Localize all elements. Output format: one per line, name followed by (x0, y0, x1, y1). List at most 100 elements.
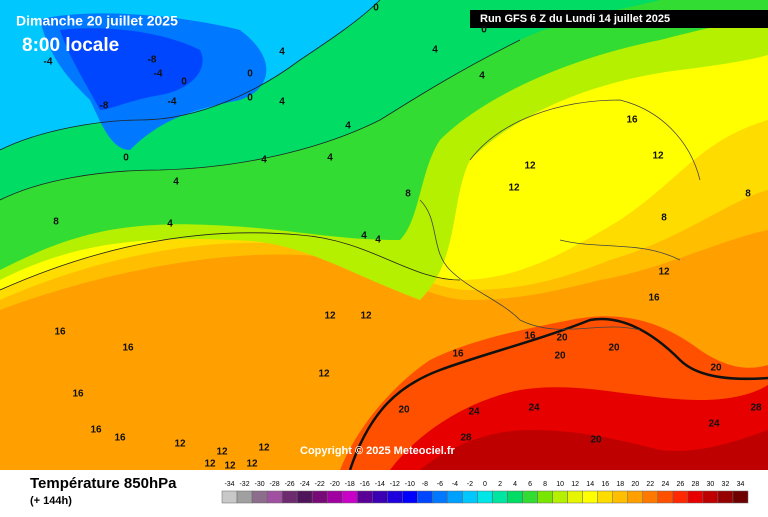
contour-label: 8 (661, 213, 667, 224)
contour-label: 20 (710, 363, 722, 374)
legend-label: 22 (646, 481, 654, 488)
contour-20 (348, 317, 768, 471)
contour-label: 12 (318, 369, 330, 380)
legend-label: 10 (556, 481, 564, 488)
contour-label: 12 (658, 267, 670, 278)
legend-swatch (432, 490, 448, 504)
legend-label: -12 (390, 481, 400, 488)
contour-label: 16 (114, 433, 126, 444)
legend-label: 26 (676, 481, 684, 488)
legend-swatch (537, 490, 553, 504)
date-text: Dimanche 20 juillet 2025 (16, 13, 178, 29)
legend: -34 -32 -30 -28 -26 -24 -22 -20 -18 -16 -14 -12 -10-… (221, 481, 749, 504)
legend-swatch (251, 490, 268, 504)
contour-label: 12 (508, 183, 520, 194)
contour-label: 0 (481, 25, 487, 36)
legend-label: -10 (405, 481, 415, 488)
contour-label: -4 (154, 69, 163, 80)
contour-label: 0 (181, 77, 187, 88)
legend-swatch (447, 490, 463, 504)
greenland-core (60, 28, 203, 110)
legend-swatch (402, 490, 418, 504)
legend-label: -26 (285, 481, 295, 488)
contour-label: 4 (375, 235, 381, 246)
legend-label: -8 (422, 481, 428, 488)
contour-label: 12 (216, 447, 228, 458)
legend-label: 34 (737, 481, 745, 488)
contour-label: 4 (173, 177, 179, 188)
contour-label: 16 (122, 343, 134, 354)
contour-label: 16 (54, 327, 66, 338)
legend-swatch (657, 490, 674, 504)
legend-swatch (627, 490, 644, 504)
contour-label: 20 (556, 333, 568, 344)
legend-swatch (281, 490, 298, 504)
contour-label: 28 (460, 433, 472, 444)
contour-label: -8 (100, 101, 109, 112)
contour-label: 4 (279, 97, 285, 108)
contour-label: 16 (524, 331, 536, 342)
legend-swatch (507, 490, 523, 504)
run-text: Run GFS 6 Z du Lundi 14 juillet 2025 (480, 13, 670, 25)
legend-label: 0 (483, 481, 487, 488)
legend-swatch (522, 490, 538, 504)
legend-label: 6 (528, 481, 532, 488)
contour-label: 12 (224, 461, 236, 472)
legend-label: -32 (239, 481, 249, 488)
legend-label: -16 (360, 481, 370, 488)
legend-label: -14 (375, 481, 385, 488)
legend-swatch (612, 490, 629, 504)
legend-label: -28 (270, 481, 280, 488)
legend-swatch (552, 490, 568, 504)
legend-swatch (236, 490, 253, 504)
legend-swatch (296, 490, 313, 504)
legend-label: 24 (661, 481, 669, 488)
footer-lead: (+ 144h) (30, 495, 72, 507)
contour-label: -4 (44, 57, 53, 68)
contour-0 (0, 0, 381, 151)
legend-swatch (357, 490, 373, 504)
contour-label: 16 (452, 349, 464, 360)
contour-label: 24 (468, 407, 480, 418)
legend-label: 18 (616, 481, 624, 488)
contour-4 (0, 39, 521, 201)
contour-label: 8 (53, 217, 59, 228)
contour-label: 28 (750, 403, 762, 414)
legend-swatch (221, 490, 238, 504)
coastlines (419, 99, 701, 331)
legend-label: -4 (452, 481, 458, 488)
contour-label: 16 (626, 115, 638, 126)
legend-swatch (582, 490, 598, 504)
legend-label: -34 (224, 481, 234, 488)
legend-label: 4 (513, 481, 517, 488)
contour-label: 4 (167, 219, 173, 230)
contour-label: 12 (174, 439, 186, 450)
legend-swatch (642, 490, 659, 504)
contour-label: 0 (247, 69, 253, 80)
legend-label: 14 (586, 481, 594, 488)
legend-label: 32 (722, 481, 730, 488)
contour-label: 4 (345, 121, 351, 132)
contour-label: 20 (590, 435, 602, 446)
legend-label: 30 (707, 481, 715, 488)
contour-label: 12 (258, 443, 270, 454)
contour-label: 4 (327, 153, 333, 164)
contour-label: 12 (204, 459, 216, 470)
legend-swatch (311, 490, 328, 504)
contour-label: 16 (648, 293, 660, 304)
legend-swatch (597, 490, 613, 504)
legend-label: 16 (601, 481, 609, 488)
legend-swatch (732, 490, 749, 504)
copyright: Copyright © 2025 Meteociel.fr (300, 445, 456, 457)
contour-label: 12 (360, 311, 372, 322)
contour-label: 4 (479, 71, 485, 82)
legend-swatch (672, 490, 689, 504)
contour-label: 4 (361, 231, 367, 242)
legend-label: -20 (330, 481, 340, 488)
legend-label: -6 (437, 481, 443, 488)
contour-label: 0 (247, 93, 253, 104)
contour-label: 4 (261, 155, 267, 166)
